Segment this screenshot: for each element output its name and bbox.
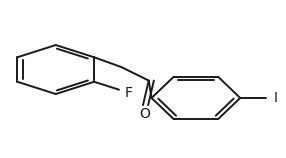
Text: O: O — [139, 107, 150, 121]
Text: I: I — [274, 91, 278, 105]
Text: F: F — [125, 86, 133, 100]
